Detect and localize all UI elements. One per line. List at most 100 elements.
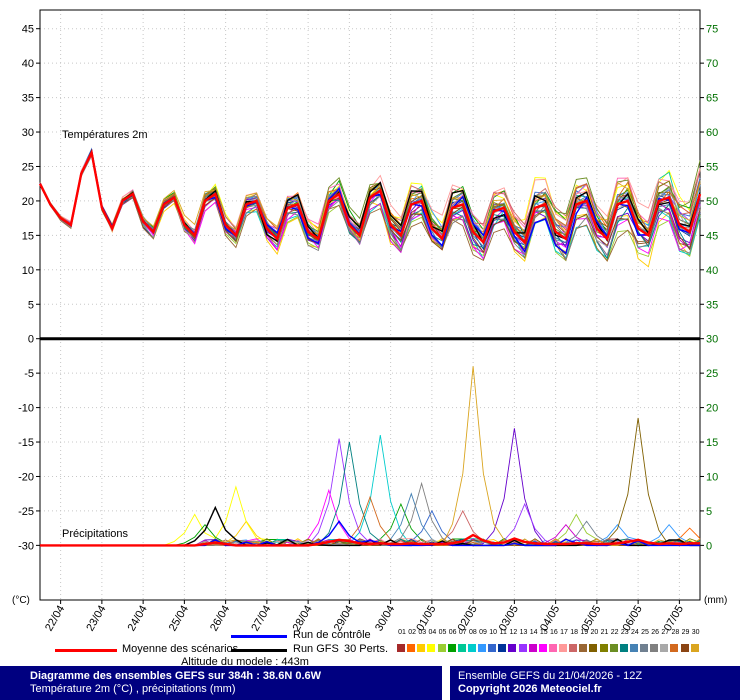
legend-member-number: 04 (428, 629, 437, 636)
legend-member-number: 14 (529, 629, 538, 636)
legend-member-number: 13 (519, 629, 528, 636)
legend-member-number: 01 (398, 629, 406, 636)
precip-member-line (40, 417, 700, 546)
legend-member-number: 03 (418, 629, 427, 636)
precip-member-line (40, 481, 701, 546)
legend-member-number: 09 (479, 629, 487, 636)
ytick-label-left: -20 (18, 471, 34, 483)
legend-member-square (670, 644, 679, 652)
legend-member-number: 24 (631, 629, 639, 636)
legend-member-number: 20 (590, 629, 599, 636)
legend-member-square (437, 644, 446, 652)
legend-member-number: 05 (438, 629, 447, 636)
legend-member-square (447, 644, 456, 652)
precip-member-line (40, 438, 700, 546)
legend-member-number: 26 (651, 629, 660, 636)
legend-member-square (680, 644, 689, 652)
x-date-label: 27/04 (249, 604, 273, 634)
footer-left-bar: Diagramme des ensembles GEFS sur 384h : … (0, 666, 442, 700)
legend-member-number: 25 (641, 629, 649, 636)
legend-member-square (538, 644, 547, 652)
legend-member-number: 07 (458, 629, 467, 636)
x-date-label: 24/04 (126, 604, 150, 634)
legend-member-square (467, 644, 476, 652)
ytick-label-right: 65 (706, 93, 718, 105)
legend-member-square (478, 644, 486, 652)
ytick-label-left: 25 (22, 161, 34, 173)
precip-panel-label: Précipitations (62, 528, 129, 540)
legend-member-number: 12 (509, 629, 518, 636)
ytick-label-left: 35 (22, 93, 34, 105)
legend-member-square (599, 644, 608, 652)
unit-right-label: (mm) (704, 595, 727, 606)
legend-member-numbers: 01 02 03 04 05 06 07 08 09 10 11 12 13 14 15 16 17 18 19 20… (397, 629, 701, 636)
legend-member-number: 21 (600, 629, 609, 636)
ytick-label-left: 20 (22, 196, 34, 208)
legend-control-label: Run de contrôle (293, 629, 371, 641)
legend-member-square (427, 644, 436, 652)
ytick-label-left: 15 (22, 230, 34, 242)
ytick-label-right: 60 (706, 127, 718, 139)
legend-member-square (619, 644, 628, 652)
legend-member-square (609, 644, 618, 652)
ytick-label-right: 0 (706, 540, 712, 552)
legend-member-number: 30 (691, 629, 700, 636)
legend-member-square (650, 644, 659, 652)
legend-member-number: 02 (408, 629, 417, 636)
legend-mean-label: Moyenne des scénarios (122, 643, 239, 655)
legend-member-square (528, 644, 537, 652)
legend-member-number: 15 (539, 629, 548, 636)
x-date-label: 25/04 (167, 604, 191, 634)
ytick-label-left: -15 (18, 437, 34, 449)
ytick-label-right: 30 (706, 334, 718, 346)
ytick-label-right: 70 (706, 58, 718, 70)
legend-control-swatch (231, 635, 287, 638)
precip-member-line (40, 366, 701, 546)
legend-member-number: 18 (570, 629, 579, 636)
legend-member-number: 11 (499, 629, 507, 636)
ytick-label-right: 10 (706, 471, 718, 483)
footer-copyright: Copyright 2026 Meteociel.fr (458, 683, 602, 695)
legend-member-square (690, 644, 699, 652)
temp-mean-line (38, 148, 702, 245)
legend-member-number: 22 (610, 629, 619, 636)
ytick-label-right: 5 (706, 506, 712, 518)
legend-member-number: 10 (489, 629, 498, 636)
legend-member-square (589, 644, 598, 652)
legend-member-squares (397, 644, 701, 652)
ytick-label-right: 25 (706, 368, 718, 380)
temp-panel-label: Températures 2m (62, 129, 148, 141)
legend-member-square (488, 644, 497, 652)
ytick-label-right: 75 (706, 24, 718, 36)
legend-gfs-label: Run GFS (293, 643, 339, 655)
footer-title: Diagramme des ensembles GEFS sur 384h : … (30, 670, 322, 682)
legend-member-square (579, 644, 588, 652)
x-date-label: 26/04 (208, 604, 232, 634)
footer-subtitle: Température 2m (°C) , précipitations (mm… (30, 683, 236, 695)
model-altitude-label: Altitude du modele : 443m (181, 656, 309, 668)
legend-member-square (518, 644, 527, 652)
legend-member-number: 29 (681, 629, 690, 636)
precip-member-line (40, 435, 701, 546)
precip-member-line (40, 485, 701, 546)
legend-gfs-swatch (231, 649, 287, 652)
footer-run-info: Ensemble GEFS du 21/04/2026 - 12Z (458, 670, 643, 682)
legend-member-square (629, 644, 638, 652)
ytick-label-left: 40 (22, 58, 34, 70)
x-date-label: 30/04 (373, 604, 397, 634)
ensemble-chart: 454035302520151050-5-10-15-20-25-3075706… (12, 9, 727, 634)
legend-member-number: 17 (560, 629, 568, 636)
ytick-label-left: 5 (28, 299, 34, 311)
ytick-label-left: -25 (18, 506, 34, 518)
legend-member-square (417, 644, 426, 652)
plot-frame (39, 9, 701, 601)
legend-member-square (498, 644, 507, 652)
legend-member-number: 08 (469, 629, 477, 636)
legend-member-square (569, 644, 578, 652)
temp-member-line (39, 151, 701, 262)
legend-member-number: 28 (671, 629, 680, 636)
legend-member-square (548, 644, 557, 652)
ytick-label-right: 50 (706, 196, 718, 208)
precip-member-line (40, 441, 701, 546)
legend-member-square (508, 644, 517, 652)
